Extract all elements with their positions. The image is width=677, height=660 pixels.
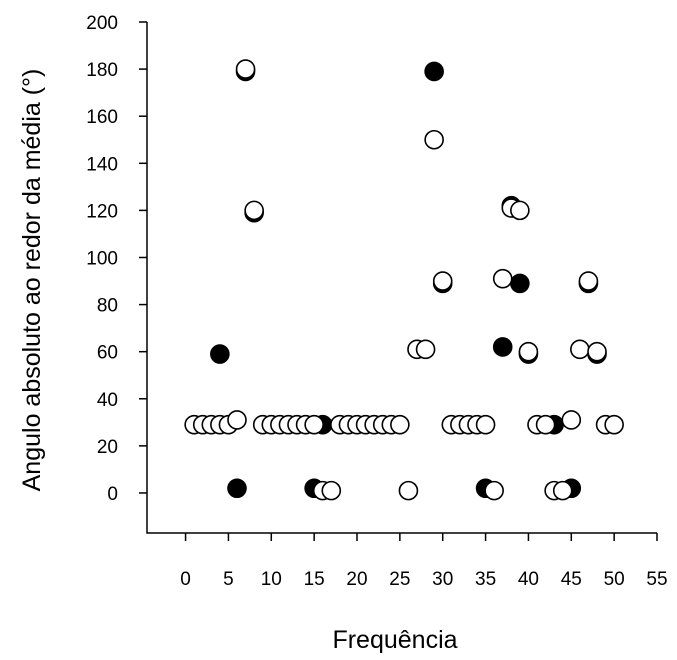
open-point <box>227 410 247 430</box>
x-axis-ticks: 0 5 10 15 20 25 30 35 40 45 50 55 <box>180 533 668 590</box>
open-point <box>518 341 539 362</box>
open-point <box>492 268 513 289</box>
open-point <box>510 200 530 221</box>
open-point <box>561 410 582 430</box>
y-tick-label: 100 <box>86 248 118 269</box>
y-tick-label: 160 <box>86 107 118 128</box>
open-point <box>475 414 496 435</box>
open-point <box>552 480 573 501</box>
chart-axes <box>146 22 657 534</box>
open-point <box>321 480 342 501</box>
y-tick-label: 200 <box>86 13 118 34</box>
filled-point <box>424 61 444 82</box>
open-point <box>415 339 436 360</box>
y-axis-ticks: 0 20 40 60 80 100 120 140 160 180 200 <box>86 13 147 505</box>
open-point <box>578 271 599 291</box>
open-point <box>235 59 256 79</box>
x-tick-label: 10 <box>261 569 282 590</box>
filled-point <box>227 478 247 499</box>
x-tick-label: 25 <box>389 569 410 590</box>
y-tick-label: 40 <box>97 390 118 411</box>
open-point <box>570 339 590 360</box>
x-tick-label: 45 <box>561 569 582 590</box>
y-tick-label: 20 <box>97 437 118 458</box>
filled-point <box>510 273 530 294</box>
x-tick-label: 0 <box>180 569 191 590</box>
y-tick-label: 180 <box>86 60 118 81</box>
open-point <box>432 271 453 291</box>
open-point <box>390 414 410 435</box>
y-axis-label: Angulo absoluto ao redor da média (°) <box>18 69 46 492</box>
plot-frame <box>146 22 657 534</box>
open-point <box>424 129 444 150</box>
open-point <box>604 414 624 435</box>
y-tick-label: 60 <box>97 343 118 364</box>
data-points <box>184 59 624 501</box>
x-tick-label: 55 <box>646 569 667 590</box>
x-tick-label: 50 <box>604 569 625 590</box>
x-tick-label: 40 <box>518 569 539 590</box>
y-tick-label: 140 <box>86 154 118 175</box>
open-point <box>535 414 556 435</box>
open-point <box>304 414 324 435</box>
x-tick-label: 15 <box>304 569 325 590</box>
filled-point <box>492 337 513 357</box>
open-point <box>244 200 264 221</box>
open-point <box>398 480 419 501</box>
filled-point <box>210 344 230 364</box>
y-tick-label: 120 <box>86 201 118 222</box>
x-tick-label: 5 <box>223 569 234 590</box>
x-tick-label: 30 <box>432 569 453 590</box>
x-tick-label: 20 <box>346 569 367 590</box>
open-point <box>587 341 607 362</box>
y-tick-label: 80 <box>97 296 118 317</box>
y-tick-label: 0 <box>107 484 118 505</box>
x-axis-label: Frequência <box>332 626 457 654</box>
x-tick-label: 35 <box>475 569 496 590</box>
open-point <box>484 480 504 501</box>
